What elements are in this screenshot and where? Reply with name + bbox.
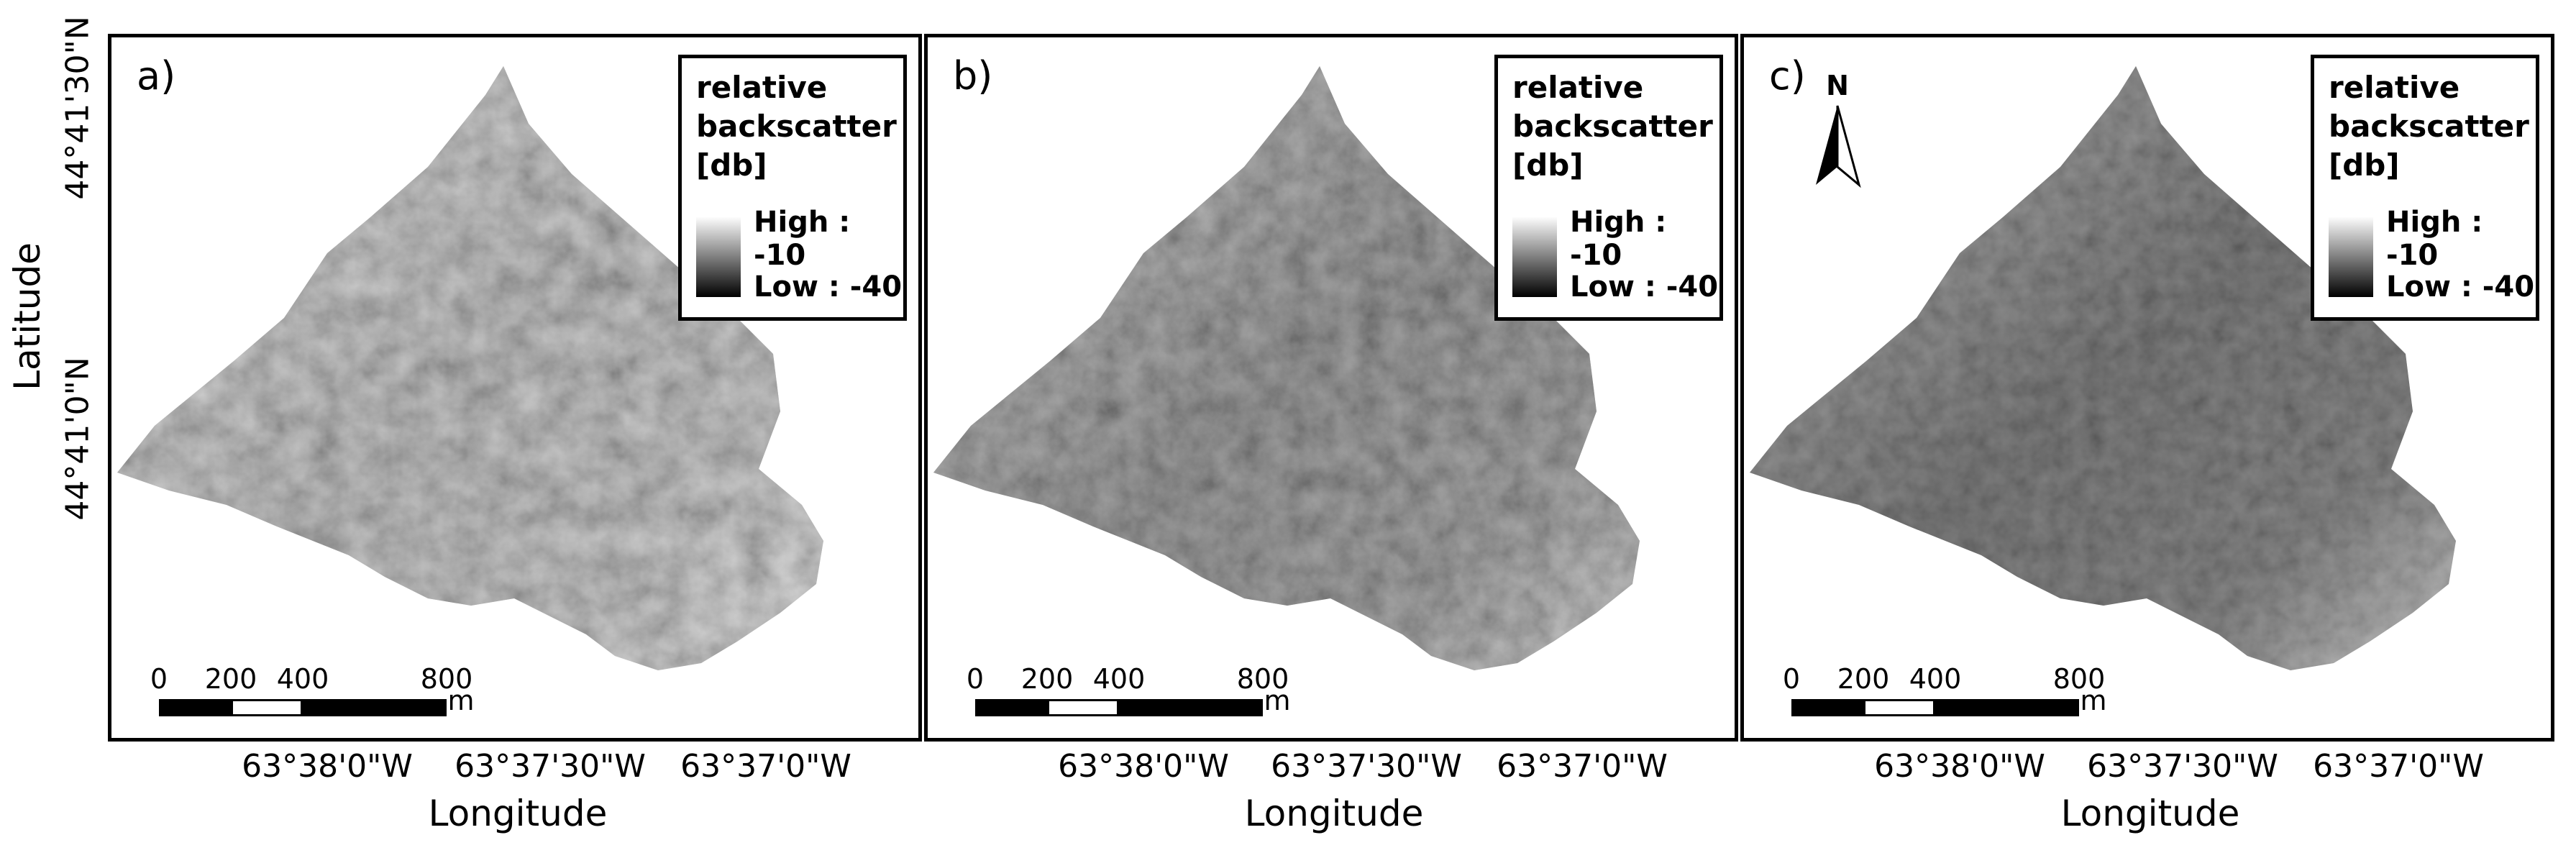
- scale-label: 0: [150, 663, 168, 695]
- legend-high-label: High : -10: [754, 206, 851, 272]
- scale-label: 200: [1020, 663, 1074, 695]
- scale-segment: [1791, 699, 1863, 716]
- x-axis-label: Longitude: [1244, 793, 1424, 834]
- scale-bar: 0 200 400 800 m: [1783, 663, 2107, 716]
- panel-label: a): [137, 53, 176, 99]
- scale-label: 400: [276, 663, 329, 695]
- panel-label: c): [1769, 53, 1806, 99]
- x-tick-label: 63°37'30"W: [2087, 748, 2278, 785]
- x-tick-label: 63°38'0"W: [242, 748, 413, 785]
- map-panel-b: b) relative backscatter [db] High : -10 …: [924, 34, 1738, 742]
- scale-unit: m: [2080, 685, 2107, 716]
- panel-label: b): [953, 53, 993, 99]
- scale-segment: [1047, 699, 1119, 716]
- legend: relative backscatter [db] High : -10 Low…: [2311, 55, 2539, 321]
- map-panel-a: a) relative backscatter [db] High : -10 …: [108, 34, 922, 742]
- x-tick-label: 63°38'0"W: [1058, 748, 1229, 785]
- y-tick-label: 44°41'30"N: [59, 16, 96, 200]
- legend-gradient: [2329, 216, 2373, 297]
- legend: relative backscatter [db] High : -10 Low…: [1494, 55, 1723, 321]
- scale-label: 200: [1837, 663, 1890, 695]
- legend-gradient: [696, 216, 741, 297]
- x-tick-label: 63°37'30"W: [455, 748, 646, 785]
- legend-high-label: High : -10: [2386, 206, 2483, 272]
- legend-title: relative backscatter [db]: [696, 70, 897, 183]
- scale-label: 800: [2052, 663, 2106, 695]
- legend-title: relative backscatter [db]: [2329, 70, 2529, 183]
- north-arrow-icon: N: [1809, 66, 1866, 210]
- legend-low-label: Low : -40: [2386, 270, 2535, 304]
- y-axis-label: Latitude: [6, 242, 48, 391]
- scale-label: 400: [1092, 663, 1146, 695]
- x-tick-label: 63°37'30"W: [1271, 748, 1462, 785]
- legend-title: relative backscatter [db]: [1512, 70, 1713, 183]
- scale-unit: m: [447, 685, 475, 716]
- map-panel-c: c) N relative backscatter [db] High : -1…: [1740, 34, 2554, 742]
- scale-segment: [1935, 699, 2079, 716]
- legend-high-label: High : -10: [1570, 206, 1667, 272]
- scale-segment: [231, 699, 303, 716]
- x-tick-label: 63°37'0"W: [2313, 748, 2484, 785]
- x-tick-label: 63°37'0"W: [680, 748, 851, 785]
- y-tick-label: 44°41'0"N: [59, 357, 96, 521]
- scale-bar: 0 200 400 800 m: [967, 663, 1291, 716]
- x-tick-label: 63°38'0"W: [1874, 748, 2045, 785]
- scale-label: 400: [1909, 663, 1962, 695]
- x-tick-label: 63°37'0"W: [1497, 748, 1668, 785]
- scale-segment: [1863, 699, 1935, 716]
- x-axis-label: Longitude: [2060, 793, 2240, 834]
- legend-low-label: Low : -40: [1570, 270, 1719, 304]
- x-axis-label: Longitude: [428, 793, 608, 834]
- legend: relative backscatter [db] High : -10 Low…: [678, 55, 907, 321]
- legend-low-label: Low : -40: [754, 270, 903, 304]
- scale-label: 0: [966, 663, 985, 695]
- north-label: N: [1826, 70, 1849, 101]
- scale-bar: 0 200 400 800 m: [150, 663, 475, 716]
- scale-unit: m: [1264, 685, 1291, 716]
- scale-label: 800: [1236, 663, 1289, 695]
- scale-segment: [1119, 699, 1263, 716]
- legend-gradient: [1512, 216, 1557, 297]
- scale-segment: [303, 699, 447, 716]
- scale-segment: [159, 699, 231, 716]
- scale-segment: [975, 699, 1047, 716]
- scale-label: 0: [1782, 663, 1801, 695]
- scale-label: 800: [420, 663, 473, 695]
- scale-label: 200: [204, 663, 257, 695]
